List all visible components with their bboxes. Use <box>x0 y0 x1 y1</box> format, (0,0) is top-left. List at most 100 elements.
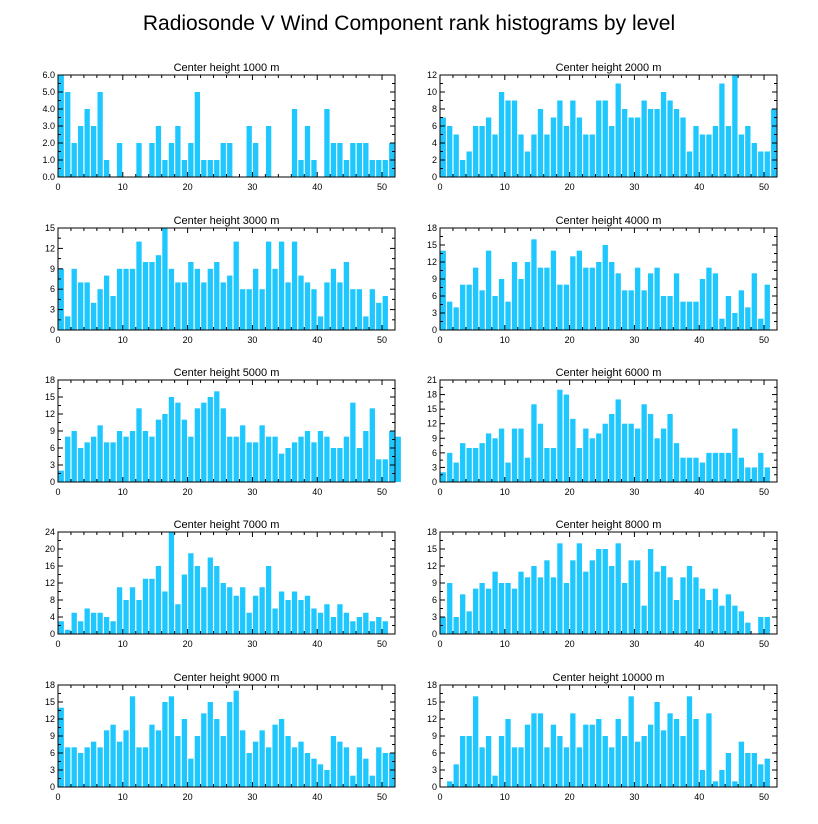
y-tick-label: 4 <box>50 612 55 622</box>
histogram-bar <box>628 560 634 634</box>
y-tick-label: 3 <box>432 308 437 318</box>
y-tick-label: 6 <box>50 748 55 758</box>
histogram-bar <box>732 781 738 787</box>
y-tick-label: 8 <box>432 104 437 114</box>
histogram-bar <box>745 307 751 330</box>
histogram-bar <box>97 747 103 787</box>
histogram-bar <box>233 690 239 787</box>
histogram-bar <box>505 100 511 177</box>
x-tick-label: 50 <box>377 792 387 802</box>
histogram-bar <box>84 442 90 482</box>
histogram-bar <box>110 724 116 787</box>
histogram-bar <box>492 571 498 634</box>
histogram-bar <box>136 600 142 634</box>
histogram-bar <box>272 608 278 634</box>
histogram-bar <box>719 83 725 177</box>
x-tick-label: 10 <box>118 792 128 802</box>
histogram-bar <box>758 452 764 482</box>
histogram-bar <box>531 239 537 330</box>
histogram-bar <box>628 290 634 330</box>
histogram-bar <box>188 436 194 482</box>
histogram-bar <box>511 588 518 634</box>
histogram-panel: Center height 9000 m 0 10 20 30 40 50 0 3 6 9 12 15 1… <box>45 672 396 802</box>
histogram-bar <box>291 591 298 634</box>
histogram-bar <box>71 747 77 787</box>
y-tick-label: 2.0 <box>42 138 55 148</box>
x-tick-label: 50 <box>759 487 769 497</box>
histogram-bar <box>440 250 446 330</box>
histogram-bar <box>376 302 382 330</box>
histogram-bar <box>479 747 485 787</box>
histogram-bar <box>751 467 757 482</box>
histogram-bar <box>356 448 363 482</box>
histogram-bar <box>764 758 770 787</box>
histogram-bar <box>233 595 239 634</box>
histogram-bar <box>660 730 667 787</box>
y-tick-label: 3.0 <box>42 121 55 131</box>
histogram-bar <box>233 436 239 482</box>
histogram-bar <box>751 273 757 330</box>
histogram-bar <box>673 600 680 634</box>
y-tick-label: 18 <box>427 223 437 233</box>
histogram-bar <box>304 431 311 482</box>
histogram-bar <box>188 758 194 787</box>
histogram-bar <box>505 301 511 330</box>
histogram-bar <box>524 151 531 177</box>
histogram-bar <box>479 126 485 177</box>
histogram-bar <box>356 143 363 177</box>
histogram-bar <box>641 100 647 177</box>
x-tick-label: 20 <box>183 182 193 192</box>
histogram-bar <box>285 600 291 634</box>
y-tick-label: 12 <box>427 70 437 80</box>
y-tick-label: 15 <box>427 544 437 554</box>
histogram-bar <box>719 452 725 482</box>
histogram-bar <box>693 301 699 330</box>
histogram-bar <box>706 134 712 177</box>
histogram-bar <box>330 143 337 177</box>
histogram-bar <box>609 126 615 177</box>
histogram-bar <box>596 549 602 634</box>
histogram-bar <box>686 457 693 482</box>
histogram-bar <box>647 724 654 787</box>
histogram-bar <box>155 566 162 634</box>
histogram-bar <box>129 268 136 330</box>
y-tick-label: 15 <box>45 392 55 402</box>
histogram-bar <box>317 431 324 482</box>
y-tick-label: 12 <box>427 714 437 724</box>
histogram-bar <box>537 423 544 482</box>
histogram-bar <box>531 134 537 177</box>
histogram-bar <box>537 713 544 787</box>
histogram-bar <box>557 284 563 330</box>
histogram-bar <box>673 109 680 177</box>
histogram-bar <box>609 566 615 634</box>
histogram-bar <box>90 126 97 177</box>
histogram-bar <box>576 747 582 787</box>
histogram-bar <box>382 621 388 634</box>
histogram-bar <box>563 284 570 330</box>
histogram-bar <box>589 724 595 787</box>
histogram-bar <box>311 442 317 482</box>
histogram-bar <box>337 604 343 634</box>
x-tick-label: 30 <box>629 335 639 345</box>
histogram-bar <box>712 588 719 634</box>
histogram-bar <box>660 92 667 177</box>
histogram-bar <box>440 617 446 634</box>
histogram-bar <box>699 770 706 787</box>
histogram-bar <box>660 566 667 634</box>
histogram-bar <box>699 462 706 482</box>
histogram-bar <box>304 753 311 787</box>
histogram-bar <box>615 719 621 787</box>
y-tick-label: 5.0 <box>42 87 55 97</box>
histogram-bar <box>298 741 304 787</box>
histogram-bar <box>311 608 317 634</box>
y-tick-label: 9 <box>50 426 55 436</box>
histogram-bar <box>751 753 757 787</box>
histogram-bar <box>628 423 634 482</box>
histogram-bar <box>317 612 324 634</box>
histogram-bar <box>686 696 693 787</box>
histogram-bar <box>291 109 298 177</box>
histogram-bar <box>460 594 466 634</box>
x-tick-label: 20 <box>565 639 575 649</box>
histogram-bar <box>745 622 751 634</box>
histogram-bar <box>233 241 239 330</box>
